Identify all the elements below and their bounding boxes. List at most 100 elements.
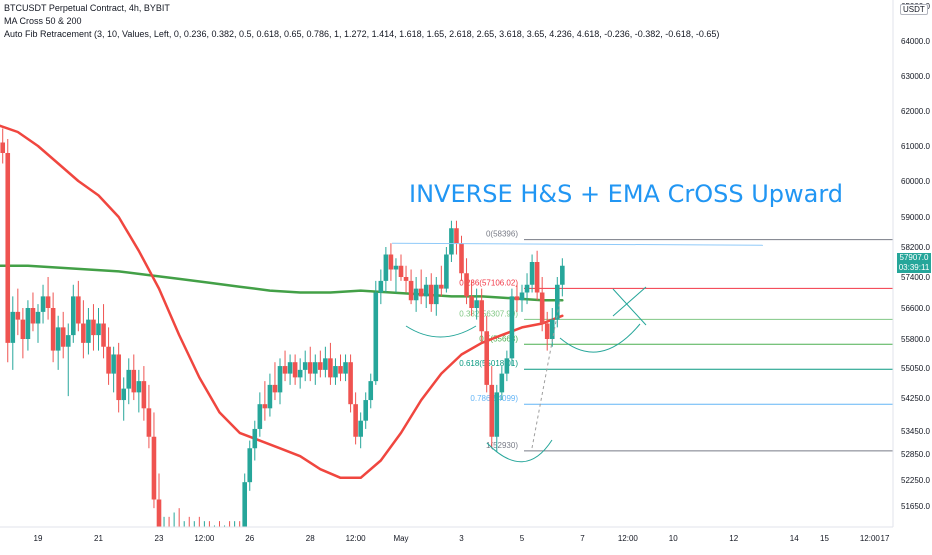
candle-body-72 [363, 400, 369, 421]
candle-body-3 [15, 311, 21, 320]
fib-label-1: 0.236(57106.02) [459, 278, 518, 287]
left-shoulder-arc [405, 325, 477, 338]
candle-body-44 [222, 534, 227, 538]
candle-body-8 [40, 296, 46, 312]
candle-body-33 [167, 534, 172, 538]
candle-body-24 [121, 388, 127, 401]
candle-body-88 [444, 254, 449, 289]
candle-body-46 [232, 534, 237, 538]
candle-body-54 [272, 384, 278, 393]
price-tick-12: 54250.0 [901, 394, 930, 403]
ema-cross-mark [612, 286, 647, 326]
candle-body-92 [464, 273, 469, 297]
candle-body-110 [554, 284, 560, 320]
candle-body-11 [55, 327, 61, 351]
currency-button[interactable]: USDT [900, 4, 928, 15]
price-tick-13: 53450.0 [901, 427, 930, 436]
candle-body-75 [378, 280, 384, 293]
price-tick-6: 59000.0 [901, 213, 930, 222]
time-tick-10: 7 [580, 534, 585, 543]
candle-body-97 [489, 384, 495, 437]
fib-retracement[interactable]: 0(58396) 0.236(57106.02) 0.382(56307.99) 0.… [459, 230, 893, 452]
candle-body-86 [433, 284, 439, 305]
candle-body-7 [35, 311, 41, 324]
candle-body-60 [302, 362, 308, 370]
candle-body-108 [544, 323, 550, 339]
indicator-auto-fib[interactable]: Auto Fib Retracement (3, 10, Values, Lef… [4, 29, 720, 39]
candle-body-56 [282, 366, 288, 374]
candle-body-34 [172, 534, 177, 538]
candle-body-31 [156, 499, 162, 527]
candle-body-22 [111, 354, 116, 374]
candle-body-81 [408, 280, 414, 301]
price-tick-1: 64000.0 [901, 37, 930, 46]
candle-body-21 [106, 346, 111, 374]
candle-body-12 [60, 327, 66, 347]
indicator-ma-cross[interactable]: MA Cross 50 & 200 [4, 16, 82, 26]
time-tick-16: 12:00 [860, 534, 881, 543]
candle-body-65 [328, 358, 333, 378]
candle-body-51 [257, 404, 263, 429]
candle-body-105 [529, 262, 535, 285]
candle-body-90 [454, 228, 459, 244]
candle-body-76 [383, 254, 389, 281]
time-tick-3: 12:00 [194, 534, 215, 543]
time-axis[interactable]: 19 21 23 12:00 26 28 12:00 May 3 5 7 12:00 10 12 14 15 1… [0, 526, 893, 543]
price-tick-4: 61000.0 [901, 142, 930, 151]
candle-body-52 [262, 404, 268, 409]
fib-label-3: 0.5(55663) [479, 334, 518, 343]
candle-body-82 [413, 288, 419, 301]
candle-body-106 [534, 262, 540, 293]
time-tick-1: 21 [94, 534, 103, 543]
candle-body-85 [428, 284, 434, 305]
candle-body-10 [50, 308, 56, 351]
candle-body-5 [25, 308, 31, 339]
candle-body-25 [126, 369, 132, 389]
time-tick-5: 28 [306, 534, 315, 543]
candle-body-78 [393, 265, 399, 270]
drawings[interactable] [391, 242, 764, 463]
price-tick-7: 58200.0 [901, 243, 930, 252]
candle-body-84 [423, 284, 429, 297]
price-tick-10: 55800.0 [901, 335, 930, 344]
candle-body-62 [312, 362, 318, 374]
candle-body-104 [524, 284, 530, 293]
candle-body-29 [146, 408, 152, 437]
ma50-line [0, 124, 564, 480]
candle-body-58 [292, 362, 298, 378]
candle-body-15 [76, 296, 81, 324]
time-tick-11: 12:00 [618, 534, 639, 543]
candle-body-57 [287, 362, 293, 374]
candle-body-98 [494, 392, 500, 437]
candle-body-91 [459, 243, 464, 274]
candle-body-45 [227, 534, 232, 538]
candle-body-96 [484, 331, 490, 385]
candle-body-109 [549, 319, 555, 339]
candle-body-28 [141, 381, 147, 409]
time-tick-15: 15 [820, 534, 829, 543]
time-tick-7: May [393, 534, 408, 543]
price-tick-8: 57400.0 [901, 273, 930, 282]
candle-body-102 [514, 296, 520, 301]
bar-countdown-tag: 03:39:11 [897, 263, 931, 273]
candle-body-79 [398, 265, 404, 277]
price-tick-16: 51650.0 [901, 502, 930, 511]
candle-body-66 [333, 366, 338, 378]
time-tick-0: 19 [34, 534, 43, 543]
fib-label-0: 0(58396) [486, 230, 518, 239]
time-tick-2: 23 [155, 534, 164, 543]
candle-body-1 [5, 153, 11, 343]
candle-body-70 [353, 404, 358, 437]
candle-body-67 [338, 366, 343, 374]
candle-body-89 [449, 228, 454, 255]
candle-body-101 [509, 296, 515, 359]
symbol-title: BTCUSDT Perpetual Contract, 4h, BYBIT [4, 3, 170, 13]
price-tick-11: 55050.0 [901, 364, 930, 373]
annotation-title[interactable]: INVERSE H&S + EMA CrOSS Upward [409, 180, 843, 208]
candle-body-61 [307, 362, 313, 374]
candle-body-6 [30, 308, 36, 324]
head-arc [486, 439, 553, 463]
candle-body-37 [187, 534, 192, 538]
right-shoulder-arc [559, 323, 641, 353]
